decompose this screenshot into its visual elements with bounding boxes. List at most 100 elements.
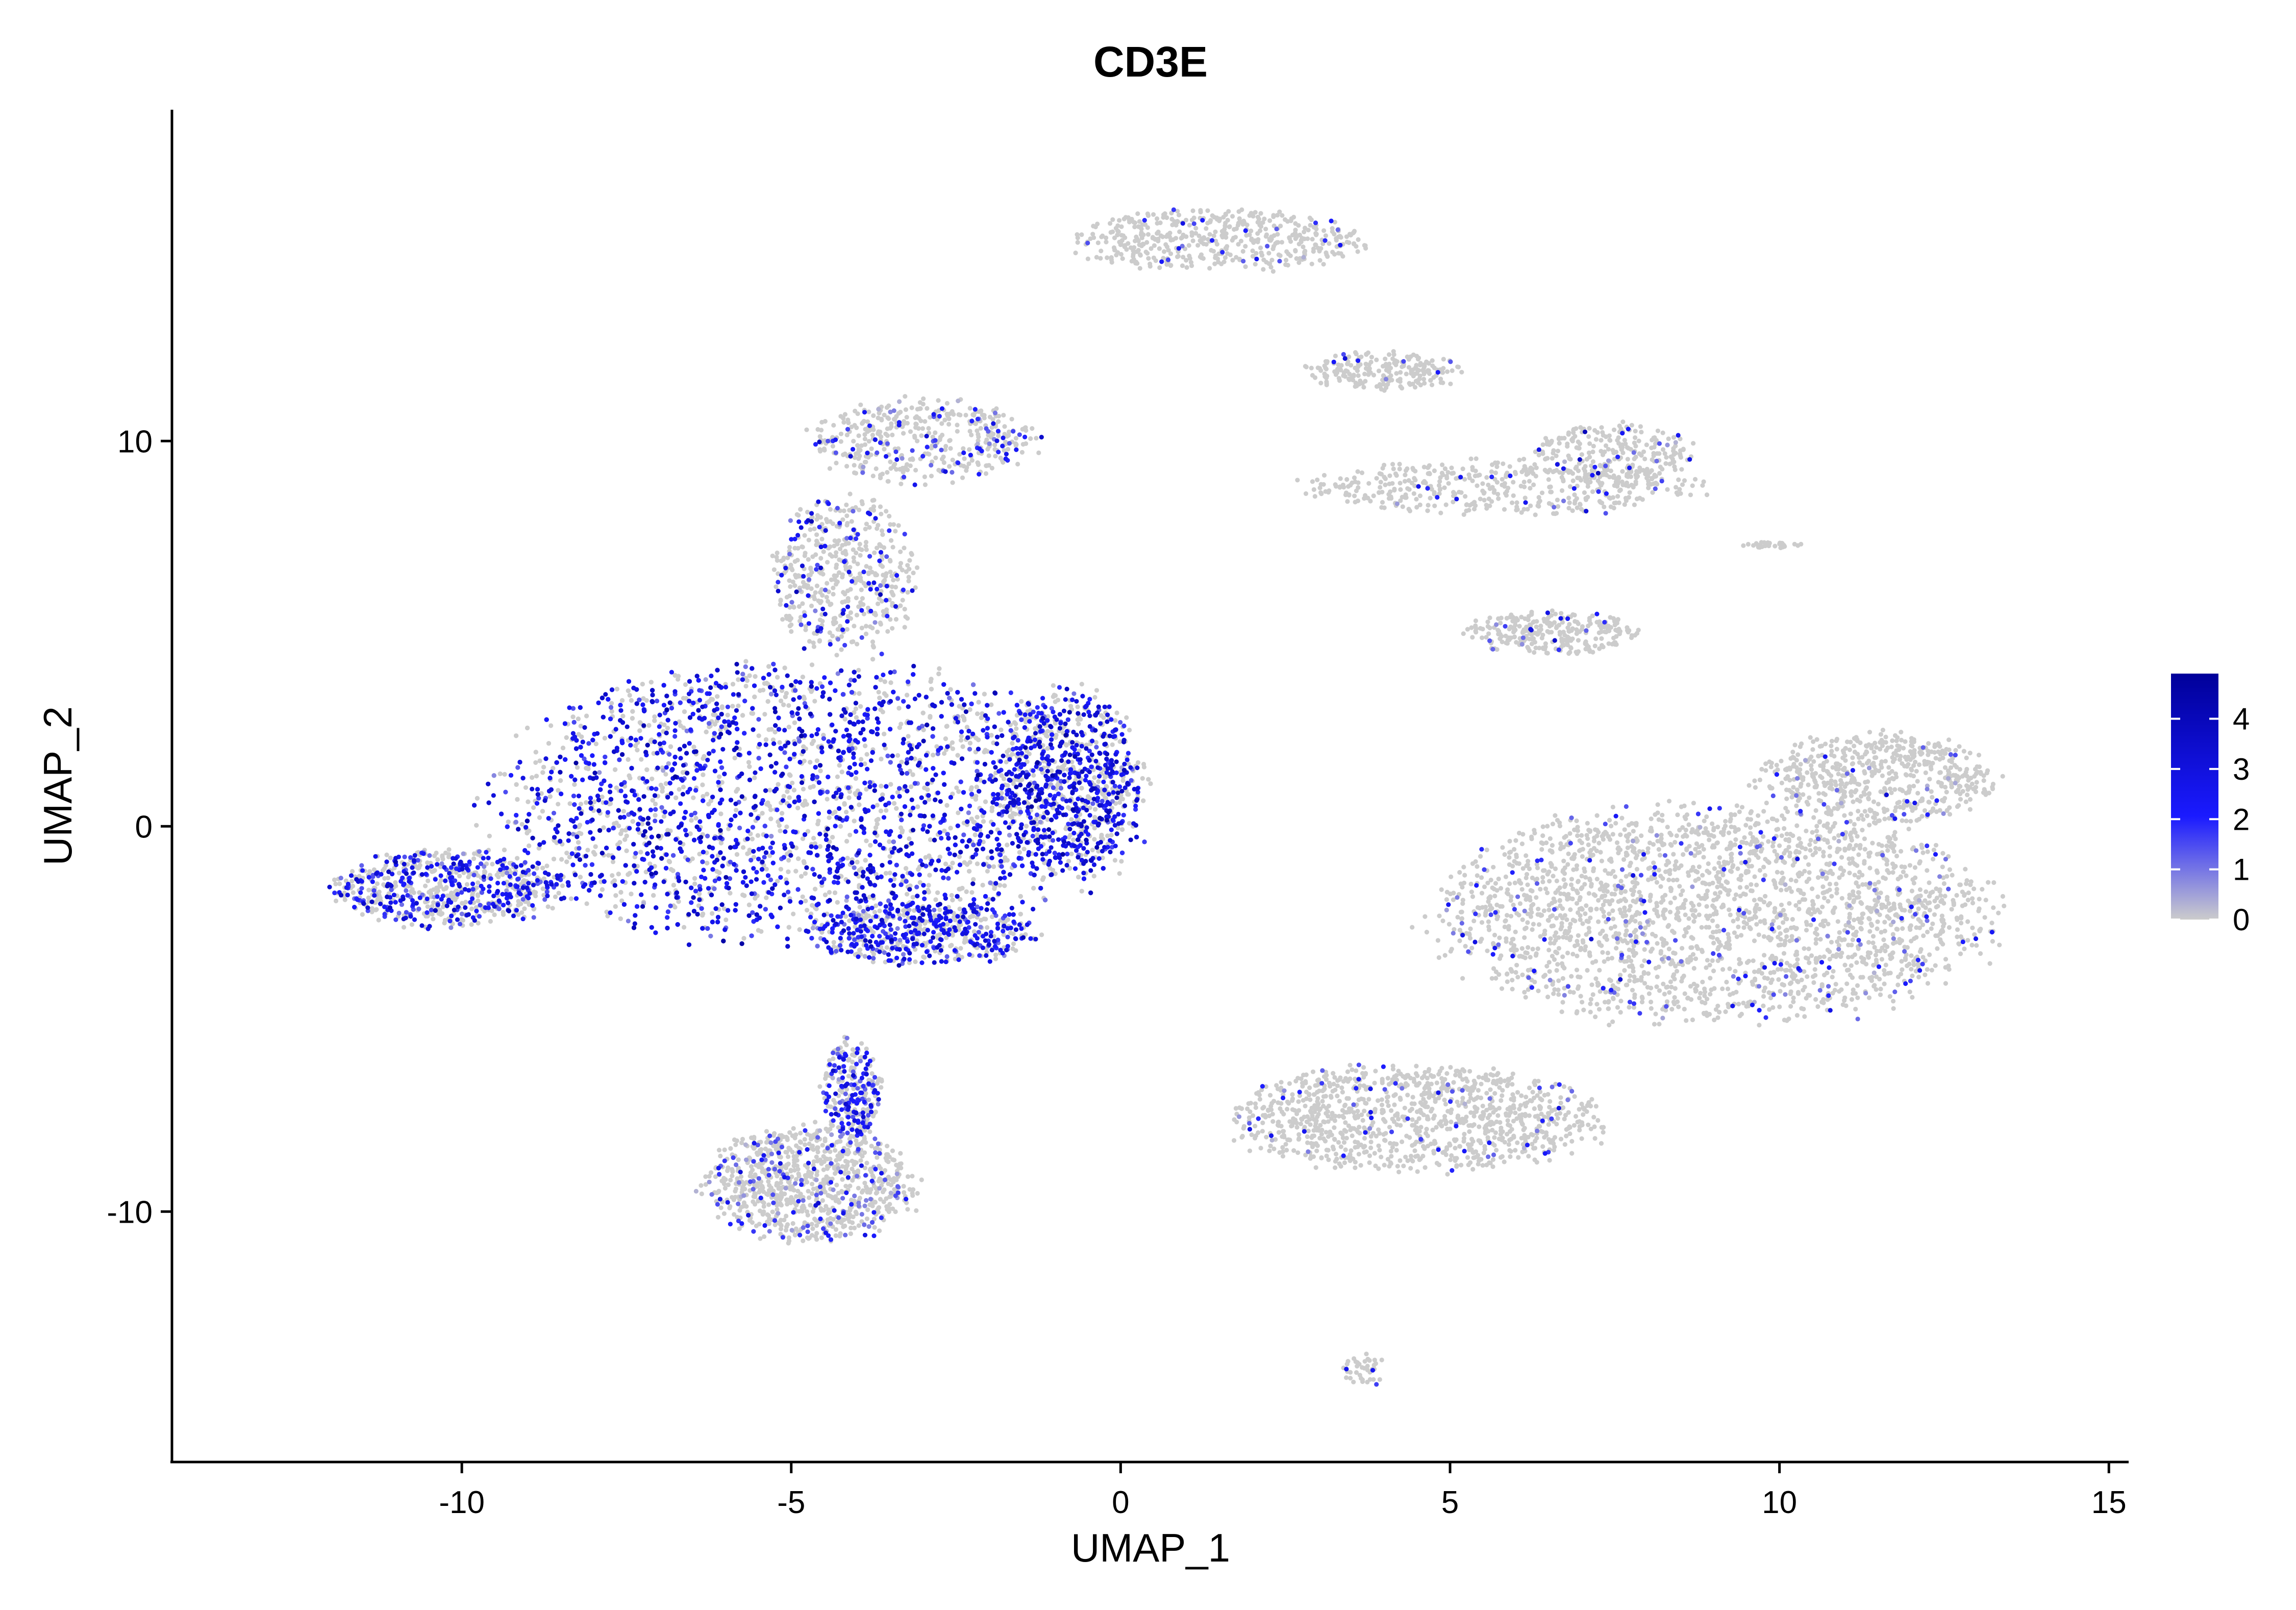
cell-point <box>942 751 947 756</box>
cell-point <box>1085 256 1090 261</box>
cell-point <box>736 1157 741 1162</box>
cell-point <box>879 434 884 439</box>
cell-point <box>920 426 925 431</box>
cell-point <box>831 1098 836 1103</box>
cell-point <box>890 432 895 438</box>
cell-point <box>653 813 658 818</box>
cell-point <box>803 898 808 904</box>
cell-point <box>893 617 899 622</box>
cell-point <box>766 727 771 732</box>
cell-point <box>1177 212 1182 217</box>
cell-point <box>699 1191 704 1197</box>
cell-point <box>375 881 380 886</box>
cell-point <box>852 1225 857 1230</box>
cell-point <box>829 602 834 607</box>
cell-point <box>794 1203 799 1208</box>
cell-point <box>790 1221 795 1226</box>
cell-point <box>891 578 896 583</box>
cell-point <box>716 1190 721 1195</box>
cell-point <box>885 629 890 634</box>
cell-point <box>802 1205 807 1210</box>
cell-point <box>559 857 564 862</box>
cell-point <box>937 437 942 442</box>
cell-point <box>1040 877 1045 882</box>
cell-point <box>835 1220 840 1225</box>
cell-point <box>869 1071 875 1076</box>
cell-point <box>903 394 908 399</box>
cell-point <box>787 772 792 777</box>
cell-point <box>867 1168 873 1173</box>
cell-point <box>897 467 903 472</box>
cell-point <box>929 474 934 479</box>
cell-point <box>948 687 953 692</box>
cell-point <box>640 682 645 687</box>
cell-point <box>870 498 875 503</box>
cell-point <box>605 913 610 919</box>
cell-point <box>767 1183 772 1188</box>
cell-point <box>813 590 818 595</box>
cell-point <box>936 398 941 403</box>
cell-point <box>944 401 950 406</box>
cell-point <box>939 421 944 426</box>
cell-point <box>844 627 850 632</box>
cell-point <box>831 620 836 625</box>
cell-point <box>778 866 783 872</box>
cell-point <box>962 860 967 865</box>
cell-point <box>975 428 980 433</box>
cell-point <box>725 712 730 717</box>
cell-point <box>913 467 918 473</box>
cell-point <box>859 1141 864 1146</box>
cell-point <box>913 959 918 964</box>
cell-point <box>718 811 723 816</box>
cell-point <box>824 1073 830 1078</box>
cell-point <box>955 429 960 434</box>
cell-point <box>1086 794 1091 799</box>
cell-point <box>991 432 996 437</box>
cell-point <box>858 448 863 453</box>
cell-point <box>827 466 832 471</box>
cell-point <box>814 583 819 588</box>
cell-point <box>1127 728 1132 733</box>
cell-point <box>818 515 823 520</box>
cell-point <box>823 1204 829 1209</box>
cell-point <box>735 787 740 792</box>
cell-point <box>914 565 920 570</box>
cell-point <box>661 814 667 819</box>
cell-point <box>487 833 492 838</box>
cell-point <box>1054 732 1059 738</box>
cell-point <box>845 521 850 526</box>
cell-point <box>774 555 779 560</box>
cell-point <box>770 553 775 558</box>
cell-point <box>853 776 858 781</box>
cell-point <box>750 836 755 841</box>
cell-point <box>875 822 880 827</box>
cell-point <box>949 893 954 898</box>
cell-point <box>764 866 769 872</box>
cell-point <box>576 732 581 737</box>
cell-point <box>1284 249 1289 254</box>
cell-point <box>762 712 767 717</box>
cell-point <box>767 787 772 792</box>
cell-point <box>1094 688 1100 693</box>
cell-point <box>564 859 569 864</box>
cell-point <box>1022 426 1027 431</box>
cell-point <box>736 677 741 682</box>
cell-point <box>848 1231 853 1236</box>
cell-point <box>807 1195 812 1200</box>
cell-point <box>730 704 735 709</box>
cell-point <box>753 1202 758 1207</box>
cell-point <box>863 543 868 549</box>
cell-point <box>864 1046 869 1051</box>
cell-point <box>1198 208 1203 213</box>
cell-point <box>982 917 987 922</box>
cell-point <box>767 1216 772 1221</box>
cell-point <box>779 698 784 704</box>
cell-point <box>876 1179 881 1184</box>
cell-point <box>600 887 605 892</box>
cell-point <box>893 1209 898 1215</box>
cell-point <box>610 859 616 864</box>
cell-point <box>877 1228 882 1233</box>
cell-point <box>872 550 877 555</box>
cell-point <box>915 804 920 809</box>
cell-point <box>893 584 899 590</box>
